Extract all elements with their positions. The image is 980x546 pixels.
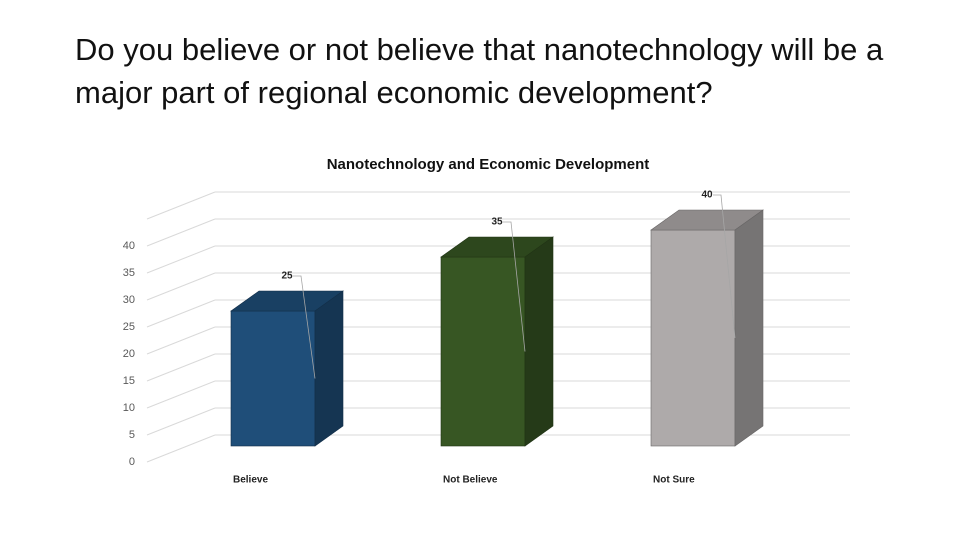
grid-line: [146, 218, 216, 247]
y-tick-label: 5: [129, 429, 135, 441]
y-tick-label: 20: [123, 348, 135, 360]
bar-front: [440, 256, 526, 447]
x-tick-label: Not Sure: [653, 475, 695, 486]
y-tick-label: 0: [129, 456, 135, 468]
chart-title: Nanotechnology and Economic Development: [327, 156, 650, 173]
bar-side: [314, 290, 344, 447]
grid-line: [146, 245, 216, 274]
bar-front: [230, 310, 316, 447]
y-tick-label: 35: [123, 267, 135, 279]
leader-line: [293, 275, 316, 379]
grid-line: [146, 407, 216, 436]
grid-line: [146, 326, 216, 355]
slide-title: Do you believe or not believe that nanot…: [75, 32, 884, 110]
y-tick-label: 15: [123, 375, 135, 387]
y-tick-label: 10: [123, 402, 135, 414]
x-tick-label: Not Believe: [443, 475, 498, 486]
data-label: 35: [491, 217, 503, 228]
bar-side: [734, 209, 764, 447]
grid-line: [146, 299, 216, 328]
grid-line: [146, 434, 216, 463]
y-tick-label: 30: [123, 294, 135, 306]
y-tick-label: 40: [123, 240, 135, 252]
leader-line: [503, 221, 526, 352]
data-label: 25: [281, 271, 293, 282]
grid-line: [146, 353, 216, 382]
grid-line: [146, 191, 216, 220]
grid-line: [146, 380, 216, 409]
grid-line: [146, 272, 216, 301]
leader-line: [713, 194, 736, 339]
bar-front: [650, 229, 736, 447]
y-tick-label: 25: [123, 321, 135, 333]
x-tick-label: Believe: [233, 475, 268, 486]
data-label: 40: [701, 190, 713, 201]
bar-side: [524, 236, 554, 447]
